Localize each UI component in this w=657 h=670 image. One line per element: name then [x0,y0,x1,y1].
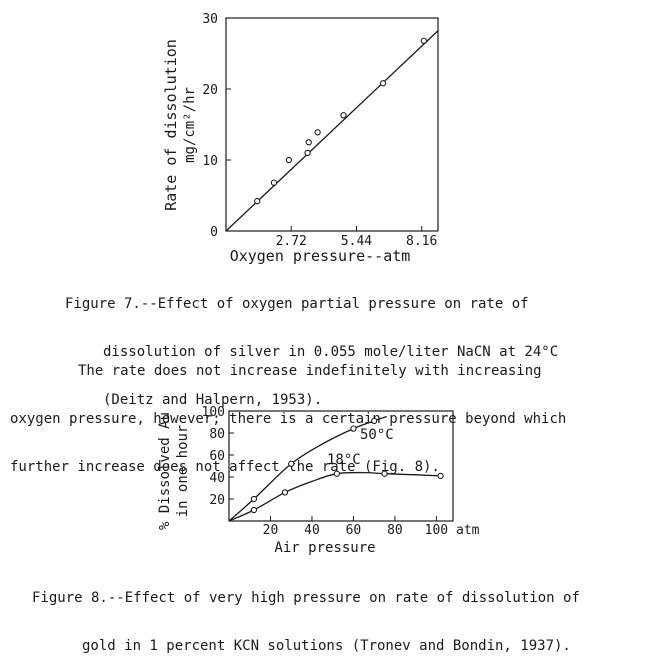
fig7-x-tick-label: 5.44 [341,234,372,249]
fig8-y-tick-label: 80 [209,427,225,442]
fig8-data-point [333,470,341,477]
fig7-data-point [379,80,387,87]
fig8-x-tick-label: 60 [346,523,362,538]
fig7-x-tick-label: 2.72 [276,234,307,249]
fig7-data-point [304,149,311,157]
fig8-data-point [281,489,289,496]
body-paragraph: The rate does not increase indefinitely … [10,331,566,491]
fig8-data-point [350,425,357,432]
paragraph-line: The rate does not increase indefinitely … [78,363,542,379]
fig7-y-tick-label: 10 [202,154,218,169]
fig7-x-tick-label: 8.16 [406,234,437,249]
fig8-plot-frame [228,410,454,522]
fig8-series-label-50c: 50°C [360,427,394,443]
fig8-data-point [437,472,444,480]
paragraph-line: further increase does not affect the rat… [10,459,440,475]
figure-7-chart: 0 10 20 30 2.72 5.44 8.16 Rate of dissolution… [162,12,439,265]
fig7-data-point [340,112,347,119]
fig7-y-tick-label: 0 [210,225,218,240]
fig8-ylabel-line1: % Dissolved Au [157,412,173,530]
fig8-y-tick-label: 20 [209,493,225,508]
fig8-caption-line: Figure 8.--Effect of very high pressure … [32,590,580,606]
fig7-caption-line: dissolution of silver in 0.055 mole/lite… [103,344,559,360]
fig8-data-point [371,417,378,425]
fig7-data-point [270,179,278,186]
fig7-data-point [305,139,312,146]
fig8-y-tick-label: 40 [209,471,225,486]
fig8-series-label-18c: 18°C [327,452,361,468]
fig8-curve-18c [228,471,441,522]
fig7-data-point [254,198,261,205]
fig8-caption-line: gold in 1 percent KCN solutions (Tronev … [82,638,571,654]
fig7-caption-line: Figure 7.--Effect of oxygen partial pres… [65,296,529,312]
fig8-data-point [250,506,258,514]
figure-8-chart: 20 40 60 80 100 20 40 60 80 100 50°C 18°C % Diss… [157,405,480,556]
fig8-x-unit: atm [456,523,480,538]
fig8-x-tick-label: 40 [304,523,320,538]
fig8-x-tick-label: 20 [263,523,279,538]
fig7-plot-frame [225,17,439,232]
fig8-data-point [288,460,295,467]
fig8-x-tick-label: 100 [425,523,448,538]
fig7-fit-line [225,30,439,232]
fig7-data-point [314,129,321,136]
fig8-xlabel: Air pressure [274,540,375,556]
figure-8-caption: Figure 8.--Effect of very high pressure … [32,558,580,670]
fig7-ylabel-line1: Rate of dissolution [162,39,180,211]
fig8-data-point [381,470,388,477]
paragraph-line: oxygen pressure, however; there is a cer… [10,411,567,427]
fig8-y-tick-label: 100 [202,405,225,420]
figure-7-caption: Figure 7.--Effect of oxygen partial pres… [65,264,558,424]
fig7-data-point [285,156,292,164]
fig8-y-tick-label: 60 [209,449,225,464]
fig7-y-tick-label: 20 [202,83,218,98]
fig7-ylabel-line2: mg/cm²/hr [182,87,198,163]
fig8-data-point [250,495,258,503]
fig7-data-point [420,37,428,44]
fig8-x-tick-label: 80 [387,523,403,538]
fig7-xlabel: Oxygen pressure--atm [230,247,411,265]
fig7-y-tick-label: 30 [202,12,218,27]
fig7-caption-line: (Deitz and Halpern, 1953). [103,392,323,408]
fig8-ylabel-line2: in one hour [175,425,191,518]
